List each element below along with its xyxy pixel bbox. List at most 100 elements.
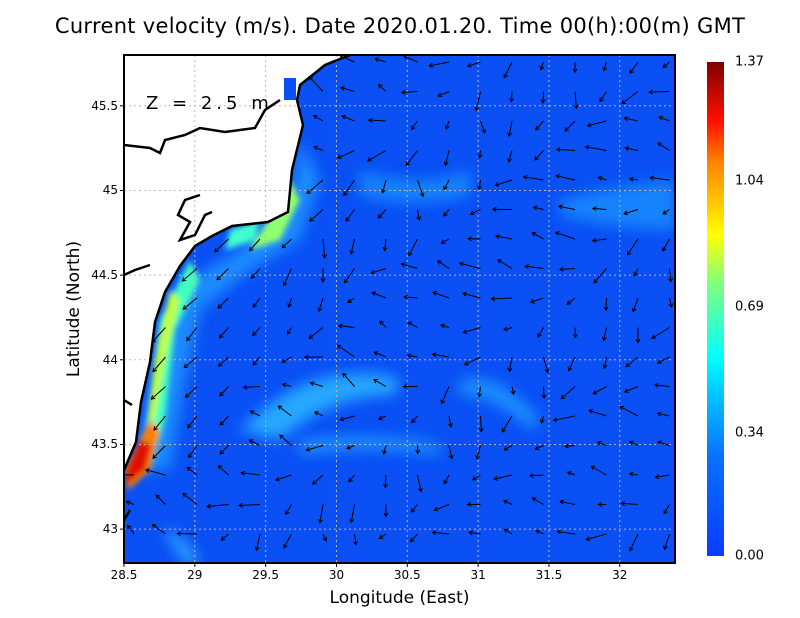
velocity-arrow — [657, 142, 670, 151]
velocity-arrow — [410, 504, 418, 513]
velocity-arrow — [463, 356, 481, 366]
velocity-arrow — [466, 502, 481, 508]
velocity-arrow — [507, 120, 513, 138]
velocity-arrow — [597, 175, 607, 181]
velocity-arrow — [662, 209, 670, 215]
velocity-arrow — [217, 297, 229, 309]
velocity-arrow — [127, 524, 135, 535]
velocity-arrow — [431, 352, 450, 358]
velocity-arrow — [543, 356, 550, 374]
velocity-arrow — [503, 326, 513, 332]
velocity-arrow — [176, 531, 198, 537]
velocity-arrow — [250, 268, 261, 279]
velocity-arrow — [313, 411, 324, 417]
velocity-arrow — [443, 179, 450, 191]
velocity-arrow — [433, 504, 450, 512]
velocity-arrow — [281, 356, 292, 363]
velocity-arrow — [468, 530, 481, 536]
velocity-arrow — [539, 415, 545, 424]
colorbar-tick-label: 0.69 — [735, 299, 764, 315]
plot-frame — [123, 54, 676, 564]
velocity-arrow — [534, 150, 544, 161]
velocity-arrow — [336, 150, 355, 160]
velocity-arrow — [440, 386, 450, 405]
velocity-arrow — [217, 356, 229, 367]
velocity-arrow — [507, 356, 513, 373]
velocity-arrow — [494, 179, 513, 187]
velocity-arrow — [567, 356, 576, 372]
velocity-arrow — [313, 145, 324, 151]
x-tick-label: 28.5 — [110, 568, 138, 582]
velocity-arrow — [593, 268, 607, 284]
velocity-arrow — [248, 238, 261, 252]
y-tick-label: 44.5 — [91, 268, 118, 283]
velocity-arrow — [216, 268, 229, 281]
velocity-arrow — [312, 114, 324, 122]
velocity-arrow — [503, 445, 513, 451]
velocity-arrow — [417, 179, 425, 198]
velocity-arrow — [653, 382, 670, 388]
velocity-arrow — [648, 89, 670, 95]
velocity-arrow — [152, 445, 166, 459]
velocity-arrow — [320, 268, 326, 283]
x-tick-label: 29 — [187, 568, 203, 582]
velocity-arrow — [417, 474, 423, 493]
velocity-arrow — [529, 297, 544, 304]
colorbar-tick-label: 0.00 — [735, 548, 764, 564]
velocity-arrow — [599, 91, 607, 103]
velocity-arrow — [219, 415, 229, 426]
velocity-arrow — [309, 381, 324, 387]
velocity-arrow — [240, 470, 261, 476]
velocity-arrow — [592, 386, 607, 395]
velocity-arrow — [370, 268, 387, 275]
velocity-arrow — [242, 384, 261, 390]
velocity-arrow — [277, 405, 292, 417]
velocity-arrow — [586, 120, 607, 128]
velocity-arrow — [656, 440, 670, 446]
velocity-arrow — [620, 501, 639, 507]
velocity-arrow — [415, 445, 421, 455]
velocity-arrow — [346, 444, 355, 450]
velocity-arrow — [321, 238, 327, 259]
velocity-arrow — [405, 150, 418, 167]
velocity-arrow — [458, 261, 481, 269]
velocity-arrow — [556, 529, 576, 535]
velocity-arrow — [656, 411, 670, 417]
velocity-arrow — [374, 57, 387, 63]
velocity-arrow — [658, 115, 670, 122]
velocity-arrow — [566, 470, 576, 476]
velocity-arrow — [623, 209, 639, 216]
velocity-arrow — [279, 434, 292, 446]
velocity-arrow — [308, 327, 324, 339]
velocity-arrow — [188, 445, 198, 459]
velocity-arrow — [252, 327, 261, 337]
velocity-arrow — [531, 232, 544, 240]
velocity-arrow — [206, 503, 229, 509]
velocity-arrow — [474, 91, 481, 112]
velocity-arrow — [601, 327, 607, 342]
velocity-arrow — [443, 209, 450, 217]
velocity-arrow — [382, 238, 388, 252]
velocity-arrow — [274, 474, 292, 482]
velocity-arrow — [557, 204, 576, 210]
velocity-arrow — [184, 386, 198, 399]
velocity-arrow — [522, 174, 544, 181]
velocity-arrow — [443, 474, 450, 485]
velocity-arrow — [443, 150, 450, 167]
velocity-arrow — [478, 415, 484, 433]
velocity-arrow — [466, 61, 481, 68]
velocity-arrow — [619, 405, 639, 417]
velocity-arrow — [480, 120, 487, 134]
velocity-arrow — [477, 150, 483, 159]
velocity-arrow — [663, 504, 670, 515]
velocity-arrow — [560, 386, 576, 400]
velocity-arrow — [651, 327, 670, 339]
velocity-arrow — [305, 445, 324, 452]
velocity-arrow — [603, 297, 609, 312]
velocity-arrow — [306, 179, 324, 195]
velocity-arrow — [555, 147, 576, 153]
velocity-arrow — [144, 468, 166, 476]
velocity-arrow — [373, 351, 387, 358]
colorbar-tick-label: 1.04 — [735, 173, 764, 189]
velocity-arrow — [337, 323, 355, 329]
